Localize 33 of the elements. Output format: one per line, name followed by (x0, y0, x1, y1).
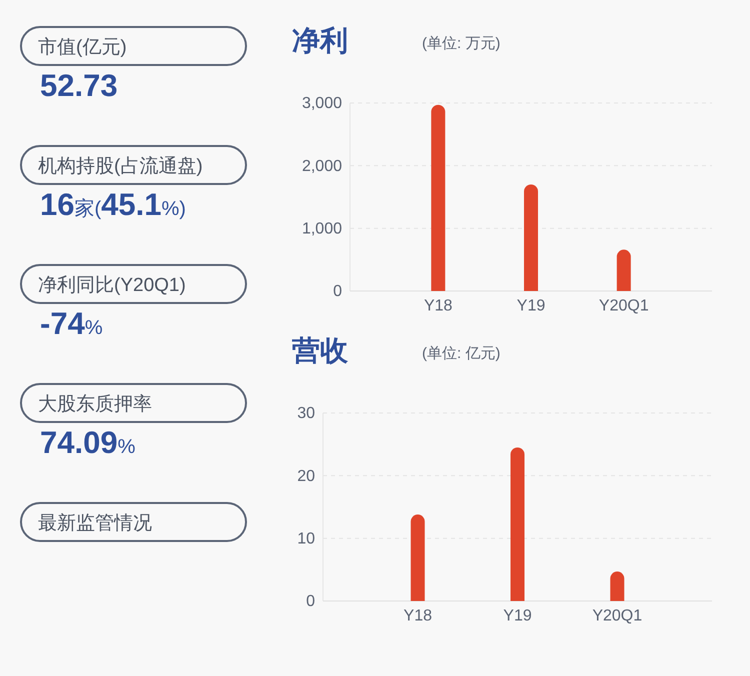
text: 机构持股(占流通盘) (38, 155, 203, 177)
text: 74.09% (40, 425, 136, 460)
x-tick-label: Y20Q1 (598, 297, 649, 314)
y-tick-label: 20 (297, 468, 316, 485)
y-tick-label: 1,000 (302, 220, 342, 238)
text: 净利同比(Y20Q1) (38, 275, 186, 296)
y-tick-label: 0 (333, 283, 342, 300)
x-tick-label: Y20Q1 (592, 607, 642, 624)
bar (510, 447, 524, 601)
x-tick-label: Y18 (424, 297, 453, 314)
y-tick-label: 0 (306, 593, 316, 610)
bar (410, 514, 425, 601)
text: 市值(亿元) (38, 36, 127, 58)
y-tick-label: 10 (297, 530, 316, 548)
y-tick-label: 2,000 (302, 158, 342, 175)
bar (431, 104, 446, 291)
bar (610, 572, 624, 601)
chart-subtitle: (单位: 亿元) (422, 345, 500, 362)
chart-title: 营收 (291, 335, 349, 366)
text: 大股东质押率 (38, 393, 152, 415)
text: 52.73 (40, 68, 118, 103)
text: -74% (40, 306, 103, 341)
bar (524, 184, 538, 291)
y-tick-label: 3,000 (302, 95, 342, 112)
text: 最新监管情况 (38, 512, 152, 534)
bar (616, 250, 631, 291)
chart-title: 净利 (292, 25, 348, 56)
chart-subtitle: (单位: 万元) (422, 35, 500, 52)
x-tick-label: Y18 (404, 607, 432, 624)
text: 16家(45.1%) (40, 187, 186, 222)
x-tick-label: Y19 (503, 607, 532, 624)
x-tick-label: Y19 (516, 297, 546, 314)
y-tick-label: 30 (297, 405, 316, 422)
